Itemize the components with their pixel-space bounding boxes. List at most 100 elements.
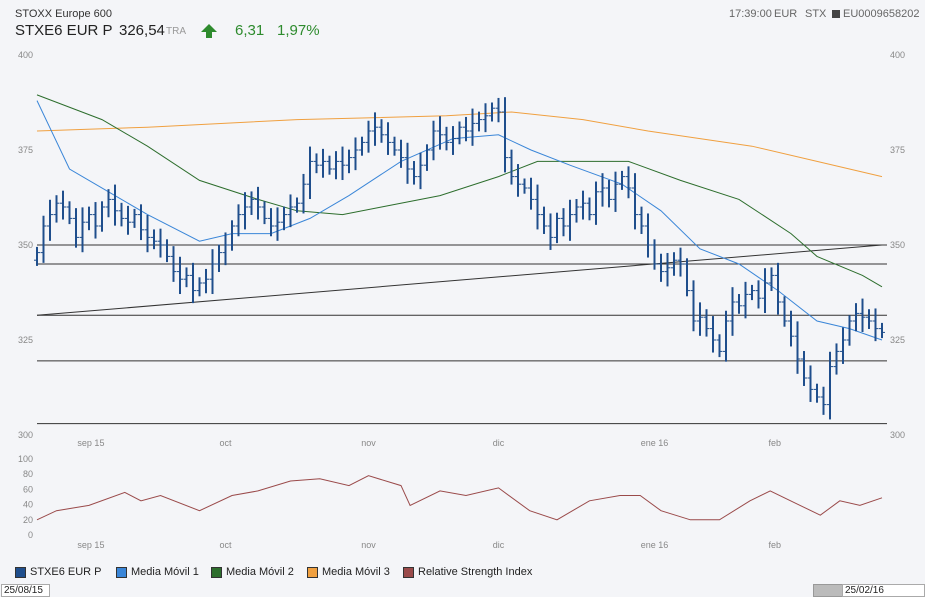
- ohlc-bar: [801, 351, 807, 386]
- ohlc-bar: [879, 322, 885, 339]
- isin-link[interactable]: EU0009658202: [832, 8, 919, 20]
- ohlc-bar: [229, 220, 235, 251]
- ohlc-bar: [703, 309, 710, 337]
- ohlc-bar: [255, 186, 261, 220]
- symbol: STXE6 EUR P: [15, 22, 113, 39]
- ohlc-bar: [112, 184, 118, 226]
- legend-rsi[interactable]: Relative Strength Index: [403, 566, 532, 578]
- ohlc-bar: [34, 246, 40, 266]
- y-tick-right: 300: [890, 430, 905, 440]
- ohlc-bar: [411, 161, 417, 185]
- ohlc-bar: [190, 262, 196, 304]
- legend-ma3[interactable]: Media Móvil 3: [307, 566, 390, 578]
- ohlc-bar: [521, 178, 528, 194]
- ohlc-bar: [138, 204, 144, 241]
- start-date-input[interactable]: 25/08/15: [1, 584, 50, 597]
- rsi-tick: 40: [23, 500, 33, 510]
- ohlc-bar: [385, 122, 391, 155]
- legend-swatch: [15, 566, 26, 578]
- ohlc-bar: [183, 267, 190, 288]
- ohlc-bar: [671, 252, 677, 276]
- ohlc-bar: [170, 246, 177, 282]
- x-tick: sep 15: [77, 438, 104, 448]
- ohlc-bar: [528, 177, 534, 210]
- ohlc-bar: [853, 303, 859, 332]
- ohlc-bar: [404, 142, 411, 184]
- ohlc-bar: [307, 146, 313, 200]
- rsi-line: [36, 475, 883, 521]
- ohlc-bar: [625, 166, 632, 199]
- ohlc-bar: [242, 192, 248, 230]
- ohlc-bar: [619, 170, 625, 190]
- isin: EU0009658202: [843, 8, 920, 20]
- legend-price[interactable]: STXE6 EUR P: [15, 566, 102, 578]
- ohlc-bar: [755, 280, 762, 309]
- ma3-line: [36, 111, 883, 178]
- legend-swatch: [116, 566, 127, 578]
- end-date-input[interactable]: 25/02/16: [842, 584, 925, 597]
- ohlc-bar: [749, 284, 755, 301]
- ohlc-bar: [352, 137, 359, 171]
- ohlc-bar: [710, 316, 716, 353]
- ohlc-bar: [60, 190, 66, 220]
- exchange-label: TRA: [166, 26, 186, 37]
- ma1-line: [36, 100, 883, 341]
- trend-line: [36, 244, 883, 316]
- ohlc-bar: [606, 180, 612, 208]
- y-tick-right: 350: [890, 240, 905, 250]
- ohlc-bar: [274, 207, 281, 241]
- ohlc-bar: [281, 206, 287, 231]
- ohlc-bar: [534, 184, 541, 230]
- legend-label: Media Móvil 1: [131, 566, 199, 578]
- ohlc-bar: [398, 139, 404, 168]
- ohlc-bar: [645, 213, 651, 258]
- ohlc-bar: [729, 287, 736, 336]
- change-percent: 1,97%: [277, 22, 320, 39]
- ohlc-bar: [690, 280, 697, 332]
- ohlc-bar: [437, 116, 443, 150]
- y-tick-left: 375: [18, 145, 33, 155]
- rsi-x-tick: dic: [493, 540, 505, 550]
- rsi-x-tick: oct: [219, 540, 232, 550]
- ohlc-bar: [131, 208, 138, 228]
- ohlc-bar: [313, 153, 320, 174]
- ohlc-bar: [463, 116, 469, 142]
- rsi-tick: 80: [23, 469, 33, 479]
- range-slider-handle[interactable]: [813, 584, 843, 597]
- ohlc-bar: [47, 199, 53, 241]
- legend-ma1[interactable]: Media Móvil 1: [116, 566, 199, 578]
- x-tick: ene 16: [641, 438, 669, 448]
- x-tick: feb: [768, 438, 781, 448]
- ohlc-bar: [859, 298, 866, 333]
- ohlc-bar: [872, 308, 879, 342]
- ohlc-bar: [476, 111, 482, 132]
- ohlc-bar: [567, 199, 573, 241]
- ohlc-bar: [638, 206, 645, 234]
- ohlc-bar: [788, 310, 794, 347]
- ohlc-bar: [827, 351, 833, 420]
- ohlc-bar: [781, 296, 788, 327]
- ohlc-bar: [346, 149, 352, 174]
- x-tick: oct: [219, 438, 232, 448]
- ohlc-bar: [742, 281, 749, 319]
- ohlc-bar: [287, 194, 294, 228]
- y-tick-right: 325: [890, 335, 905, 345]
- ohlc-bar: [632, 173, 638, 230]
- ohlc-bar: [866, 309, 872, 329]
- legend-ma2[interactable]: Media Móvil 2: [211, 566, 294, 578]
- ohlc-bar: [846, 315, 853, 346]
- ohlc-bar: [196, 277, 203, 297]
- ohlc-bar: [333, 151, 339, 180]
- ohlc-bar: [677, 247, 684, 277]
- ohlc-bar: [40, 215, 47, 263]
- ohlc-bar: [736, 294, 742, 314]
- ohlc-bar: [489, 102, 495, 122]
- ohlc-bar: [651, 239, 658, 270]
- change-value: 6,31: [235, 22, 265, 39]
- ohlc-bar: [151, 229, 157, 250]
- ohlc-bar: [216, 244, 222, 272]
- legend-label: Media Móvil 3: [322, 566, 390, 578]
- rsi-x-tick: sep 15: [77, 540, 104, 550]
- ohlc-bar: [261, 201, 268, 225]
- ohlc-bar: [378, 119, 385, 143]
